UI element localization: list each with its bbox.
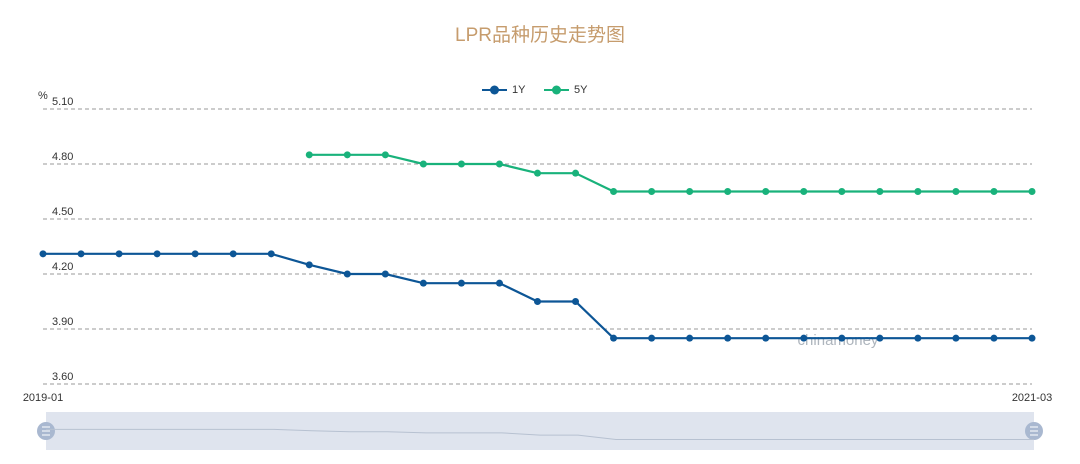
data-point <box>686 334 694 342</box>
chart-title: LPR品种历史走势图 <box>455 24 625 46</box>
data-point <box>495 279 503 287</box>
slider-preview <box>46 428 1034 440</box>
legend-marker <box>490 85 499 95</box>
legend-label: 5Y <box>574 84 588 96</box>
y-tick-label: 4.50 <box>52 206 73 218</box>
data-point <box>876 188 884 195</box>
y-tick-label: 5.10 <box>52 96 73 108</box>
data-point <box>952 334 960 342</box>
data-point <box>572 169 580 177</box>
y-tick-label: 3.60 <box>52 371 73 383</box>
data-point <box>534 298 541 305</box>
data-point <box>952 188 960 195</box>
data-point <box>191 250 199 258</box>
x-tick-label: 2021-03 <box>1012 392 1052 404</box>
data-point <box>495 160 503 168</box>
series-line <box>309 153 1032 193</box>
data-point <box>610 188 618 195</box>
data-point <box>457 160 465 168</box>
legend-label: 1Y <box>512 84 526 96</box>
data-point <box>724 334 732 342</box>
data-point <box>1028 334 1036 342</box>
data-point <box>990 188 998 195</box>
data-point <box>762 188 770 195</box>
data-point <box>610 334 618 342</box>
data-point <box>990 334 998 342</box>
watermark: chinamoney <box>798 332 879 349</box>
data-point <box>800 188 808 195</box>
zoom-slider[interactable] <box>46 412 1034 450</box>
data-point <box>762 334 770 342</box>
data-point <box>648 188 656 195</box>
data-point <box>267 250 275 258</box>
handle-grip <box>42 426 1038 436</box>
data-point <box>876 334 884 342</box>
data-point <box>838 188 846 195</box>
x-tick-label: 2019-01 <box>23 392 63 404</box>
data-point <box>800 334 808 342</box>
data-point <box>343 151 351 159</box>
data-point <box>229 250 237 258</box>
data-point <box>153 250 161 258</box>
data-point <box>534 169 541 177</box>
data-point <box>343 270 351 278</box>
data-point <box>77 250 85 258</box>
data-point <box>838 334 846 342</box>
data-point <box>914 188 922 195</box>
data-point <box>305 261 313 269</box>
data-point <box>419 160 427 168</box>
data-point <box>115 250 123 258</box>
series-line <box>43 252 1032 340</box>
y-tick-label: 4.20 <box>52 261 73 273</box>
y-tick-label: 4.80 <box>52 151 73 163</box>
data-point <box>39 250 47 258</box>
data-point <box>381 270 389 278</box>
data-point <box>572 298 580 305</box>
data-point <box>381 151 389 159</box>
data-point <box>686 188 694 195</box>
y-axis-unit: % <box>38 90 48 102</box>
y-tick-label: 3.90 <box>52 316 73 328</box>
data-point <box>648 334 656 342</box>
data-point <box>305 151 313 159</box>
data-point <box>457 279 465 287</box>
data-point <box>1028 188 1036 195</box>
data-point <box>724 188 732 195</box>
data-point <box>914 334 922 342</box>
data-point <box>419 279 427 287</box>
legend-marker <box>552 85 561 95</box>
